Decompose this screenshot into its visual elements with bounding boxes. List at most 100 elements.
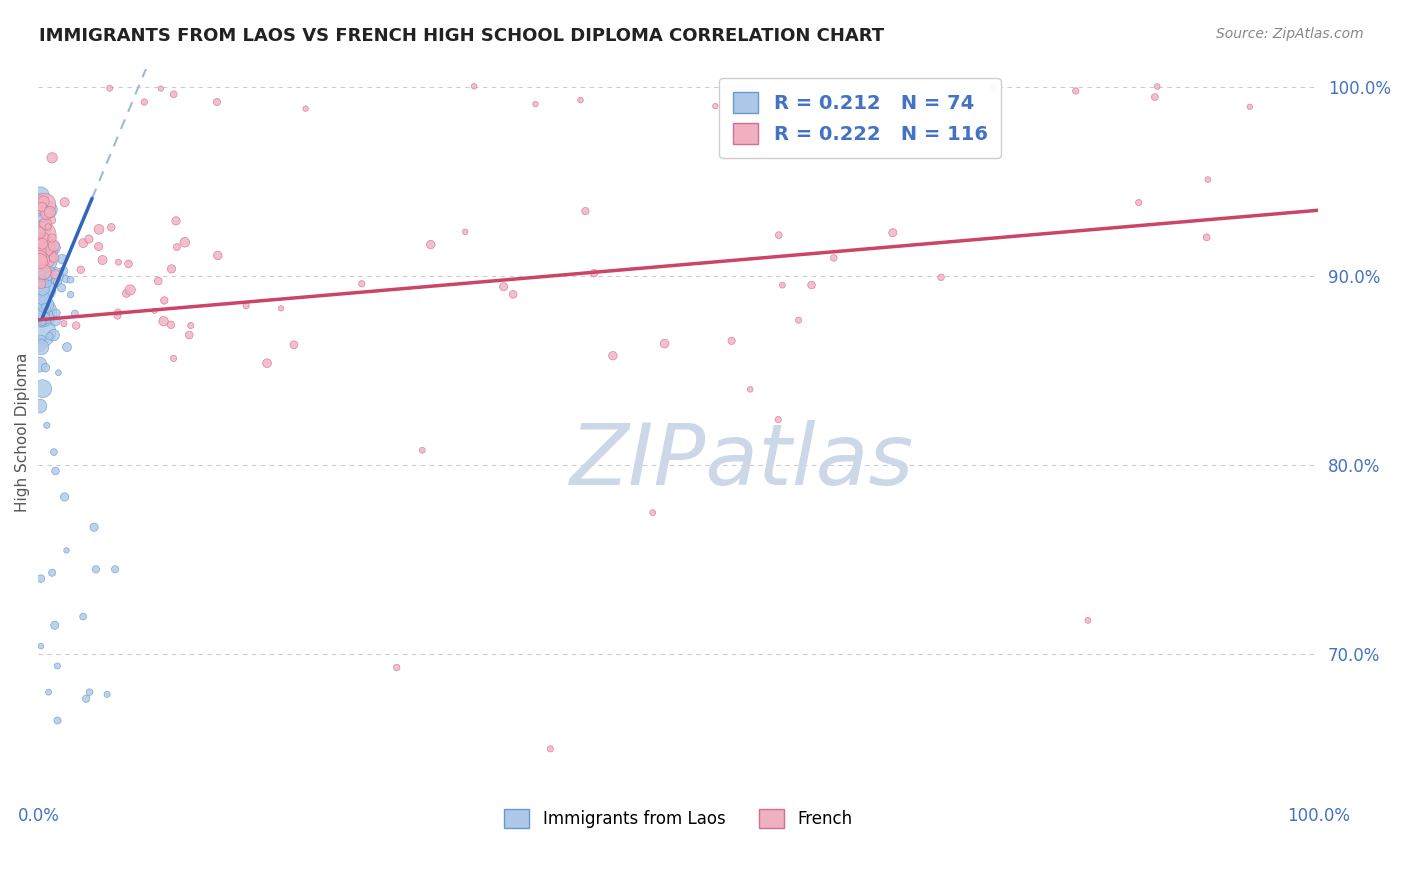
Point bbox=[52, 264, 75, 278]
Point bbox=[419, 237, 441, 252]
Point bbox=[65, 318, 87, 333]
Point bbox=[1128, 195, 1150, 210]
Point bbox=[46, 714, 69, 728]
Point bbox=[104, 562, 127, 576]
Point bbox=[30, 188, 52, 202]
Point bbox=[30, 252, 52, 266]
Point bbox=[538, 742, 561, 756]
Point bbox=[52, 317, 75, 331]
Point bbox=[30, 340, 52, 354]
Point bbox=[31, 291, 53, 305]
Point bbox=[1146, 79, 1168, 94]
Point bbox=[270, 301, 292, 316]
Point bbox=[38, 268, 60, 283]
Point bbox=[31, 315, 53, 329]
Point bbox=[72, 609, 94, 624]
Point bbox=[79, 685, 101, 699]
Point bbox=[35, 276, 58, 290]
Point bbox=[411, 443, 433, 458]
Point bbox=[775, 95, 797, 110]
Point bbox=[91, 253, 114, 268]
Point bbox=[51, 252, 73, 266]
Point bbox=[574, 204, 596, 219]
Point bbox=[38, 202, 60, 217]
Point bbox=[1197, 172, 1219, 186]
Point bbox=[32, 265, 55, 279]
Text: ZIPatlas: ZIPatlas bbox=[571, 420, 914, 503]
Point bbox=[463, 79, 485, 94]
Point bbox=[32, 239, 55, 253]
Point bbox=[28, 254, 51, 268]
Point bbox=[44, 618, 66, 632]
Point bbox=[39, 264, 62, 278]
Point bbox=[162, 351, 184, 366]
Point bbox=[654, 336, 676, 351]
Point bbox=[30, 244, 52, 258]
Point bbox=[37, 284, 59, 298]
Point bbox=[768, 412, 790, 426]
Point bbox=[38, 205, 60, 219]
Point bbox=[256, 356, 278, 370]
Point bbox=[31, 215, 53, 229]
Point bbox=[28, 200, 51, 214]
Point bbox=[859, 99, 882, 113]
Point bbox=[34, 297, 56, 311]
Point bbox=[31, 249, 53, 263]
Point bbox=[56, 340, 79, 354]
Point bbox=[583, 266, 606, 280]
Point bbox=[83, 520, 105, 534]
Point bbox=[30, 302, 52, 317]
Point bbox=[32, 230, 55, 244]
Point bbox=[800, 278, 823, 293]
Point bbox=[32, 221, 55, 235]
Point bbox=[38, 329, 60, 343]
Point bbox=[30, 639, 52, 653]
Point bbox=[98, 81, 121, 95]
Point bbox=[28, 399, 51, 413]
Point bbox=[205, 95, 228, 109]
Point bbox=[173, 235, 195, 250]
Point bbox=[35, 310, 58, 325]
Point bbox=[569, 93, 592, 107]
Point bbox=[35, 269, 58, 284]
Point bbox=[87, 222, 110, 236]
Point bbox=[30, 250, 52, 264]
Point bbox=[53, 195, 76, 210]
Point bbox=[28, 226, 51, 240]
Point bbox=[107, 255, 129, 269]
Point bbox=[28, 295, 51, 310]
Point bbox=[704, 99, 727, 113]
Point bbox=[34, 197, 56, 211]
Point bbox=[51, 281, 73, 295]
Point bbox=[31, 227, 53, 242]
Point bbox=[602, 349, 624, 363]
Point bbox=[28, 192, 51, 206]
Point bbox=[148, 274, 170, 288]
Point bbox=[28, 358, 51, 372]
Point bbox=[42, 251, 65, 265]
Point bbox=[882, 226, 904, 240]
Point bbox=[1143, 90, 1166, 104]
Point bbox=[30, 277, 52, 291]
Point bbox=[1077, 613, 1099, 627]
Point bbox=[45, 306, 67, 320]
Point bbox=[115, 286, 138, 301]
Point bbox=[929, 270, 952, 285]
Point bbox=[44, 268, 66, 283]
Point bbox=[283, 338, 305, 352]
Point bbox=[38, 685, 60, 699]
Point bbox=[385, 660, 408, 674]
Point bbox=[152, 314, 174, 328]
Point bbox=[983, 81, 1005, 95]
Point bbox=[350, 277, 373, 291]
Point bbox=[41, 151, 63, 165]
Point bbox=[120, 283, 142, 297]
Point bbox=[163, 87, 186, 102]
Point bbox=[117, 257, 139, 271]
Point bbox=[31, 252, 53, 267]
Point bbox=[134, 95, 156, 109]
Point bbox=[77, 232, 100, 246]
Point bbox=[179, 328, 201, 343]
Point bbox=[502, 287, 524, 301]
Y-axis label: High School Diploma: High School Diploma bbox=[15, 352, 30, 512]
